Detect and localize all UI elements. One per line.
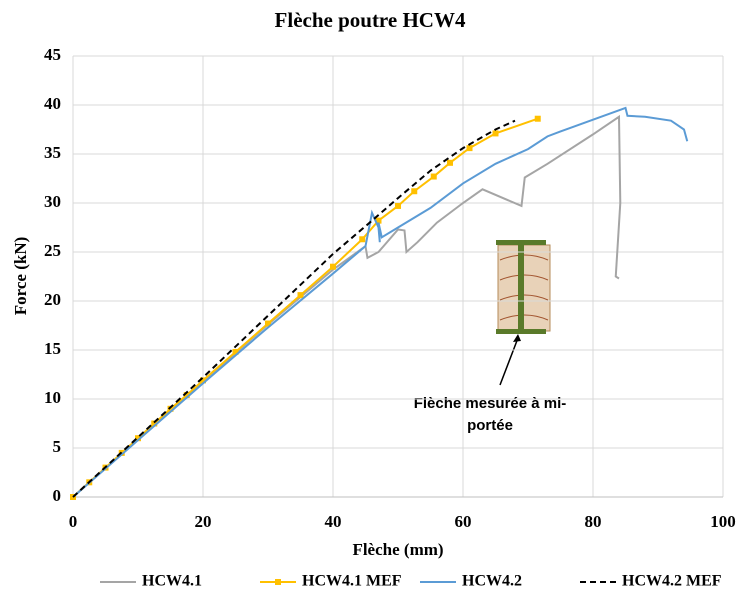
- y-axis-label: Force (kN): [11, 237, 30, 316]
- series-line: [72, 106, 689, 498]
- marker: [151, 420, 158, 427]
- y-tick-label: 45: [44, 45, 61, 64]
- legend-label: HCW4.1: [142, 573, 202, 590]
- marker: [359, 236, 366, 243]
- marker: [411, 188, 418, 195]
- marker: [183, 392, 190, 399]
- wood-grain: [499, 254, 549, 321]
- beam-flange: [496, 240, 546, 245]
- y-tick-label: 20: [44, 290, 61, 309]
- beam-web: [518, 245, 524, 329]
- y-tick-label: 30: [44, 192, 61, 211]
- marker: [447, 159, 453, 166]
- x-tick-label: 20: [195, 512, 212, 531]
- y-tick-label: 10: [44, 388, 61, 407]
- x-axis-label: Flèche (mm): [352, 540, 443, 559]
- marker: [135, 435, 141, 442]
- x-tick-label: 80: [585, 512, 602, 531]
- legend-label: HCW4.2 MEF: [622, 573, 722, 590]
- legend-label: HCW4.2: [462, 573, 522, 590]
- marker: [395, 202, 401, 209]
- marker: [466, 145, 473, 152]
- y-tick-label: 25: [44, 241, 61, 260]
- arrow-head: [513, 334, 521, 342]
- marker: [534, 115, 541, 122]
- marker: [297, 292, 304, 299]
- legend-marker: [275, 579, 281, 585]
- marker: [492, 130, 499, 137]
- y-tick-label: 0: [53, 486, 62, 505]
- annotation: Flèche mesurée à mi-: [414, 395, 567, 412]
- x-tick-label: 0: [69, 512, 78, 531]
- beam-icon: [496, 240, 551, 386]
- marker: [265, 320, 271, 327]
- y-tick-label: 5: [53, 437, 62, 456]
- legend-label: HCW4.1 MEF: [302, 573, 402, 590]
- y-tick-label: 15: [44, 339, 61, 358]
- chart-title: Flèche poutre HCW4: [275, 8, 466, 32]
- y-tick-label: 40: [44, 94, 61, 113]
- marker: [430, 173, 437, 180]
- x-tick-label: 100: [710, 512, 736, 531]
- marker: [167, 405, 174, 412]
- x-tick-label: 40: [325, 512, 342, 531]
- marker: [330, 263, 336, 270]
- annotation: portée: [467, 417, 513, 434]
- series-line: [72, 114, 622, 498]
- y-tick-label: 35: [44, 143, 61, 162]
- marker: [375, 217, 382, 224]
- x-tick-label: 60: [455, 512, 472, 531]
- marker: [232, 348, 239, 355]
- beam-flange: [496, 329, 546, 334]
- marker: [200, 377, 206, 384]
- series-line: [72, 117, 539, 498]
- arrow: [499, 337, 519, 386]
